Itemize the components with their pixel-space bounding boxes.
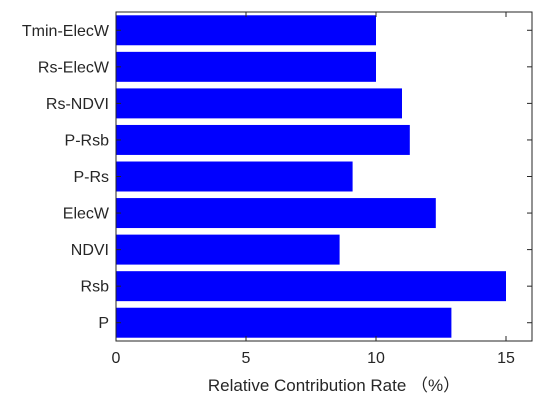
tick-marks [115, 12, 532, 341]
y-tick-label: Tmin-ElecW [22, 23, 110, 40]
x-tick-label: 10 [367, 350, 385, 367]
bar-tmin-elecw [116, 15, 376, 46]
y-tick-label: NDVI [71, 242, 109, 259]
x-axis-label: Relative Contribution Rate （%） [208, 376, 460, 395]
y-tick-label: Rsb [81, 279, 110, 296]
y-tick-label: Rs-ElecW [38, 59, 110, 76]
x-tick-label: 15 [497, 350, 515, 367]
bar-p-rs [116, 161, 353, 192]
bar-ndvi [116, 234, 340, 265]
y-tick-label: P-Rsb [65, 132, 110, 149]
y-tick-labels: P Rsb NDVI ElecW P-Rs P-Rsb Rs-NDVI Rs-ElecW Tmi… [22, 23, 110, 332]
y-tick-label: P [98, 315, 109, 332]
bar-elecw [116, 198, 436, 229]
y-tick-label: Rs-NDVI [46, 96, 109, 113]
bar-rs-ndvi [116, 88, 402, 119]
plot-frame [115, 11, 533, 342]
bar-rsb [116, 271, 506, 302]
bar-p [116, 307, 452, 338]
x-tick-label: 0 [112, 350, 121, 367]
bar-p-rsb [116, 124, 410, 155]
bar-group [116, 15, 506, 338]
x-tick-labels: 0 5 10 15 [112, 350, 515, 367]
bar-rs-elecw [116, 51, 376, 82]
x-tick-label: 5 [242, 350, 251, 367]
y-tick-label: ElecW [63, 206, 110, 223]
y-tick-label: P-Rs [73, 169, 109, 186]
